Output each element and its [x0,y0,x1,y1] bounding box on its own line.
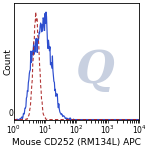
Text: Q: Q [76,49,115,92]
Text: 0: 0 [8,109,13,118]
Y-axis label: Count: Count [3,48,12,75]
X-axis label: Mouse CD252 (RM134L) APC: Mouse CD252 (RM134L) APC [12,138,141,147]
